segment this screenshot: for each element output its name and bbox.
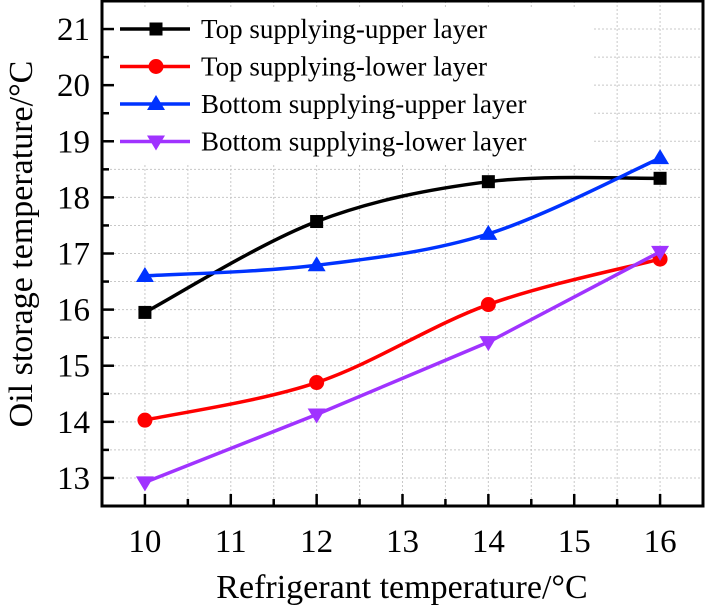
series-line bbox=[144, 257, 661, 422]
triangle-down-marker-icon bbox=[147, 135, 165, 151]
legend-box bbox=[108, 8, 592, 164]
y-tick-label: 15 bbox=[57, 349, 90, 385]
triangle-up-marker-icon bbox=[147, 95, 165, 110]
square-marker-icon bbox=[653, 171, 667, 185]
series-layer bbox=[135, 149, 670, 492]
series-bottom-supplying-upper-layer bbox=[135, 149, 670, 282]
legend-item: Bottom supplying-upper layer bbox=[120, 89, 526, 119]
series-line bbox=[144, 250, 661, 485]
legend-label: Bottom supplying-upper layer bbox=[201, 89, 526, 119]
x-tick-label: 16 bbox=[644, 524, 677, 560]
y-tick-label: 19 bbox=[57, 124, 90, 160]
y-axis-title: Oil storage temperature/°C bbox=[3, 61, 40, 428]
triangle-down-marker-icon bbox=[135, 476, 154, 492]
series-bottom-supplying-lower-layer bbox=[135, 245, 670, 492]
square-marker-icon bbox=[138, 305, 152, 319]
y-tick-label: 17 bbox=[57, 237, 90, 273]
series-top-supplying-lower-layer bbox=[137, 251, 668, 428]
legend: Top supplying-upper layer Top supplying-l… bbox=[108, 8, 592, 164]
y-tick-label: 18 bbox=[57, 180, 90, 216]
series-top-supplying-upper-layer bbox=[138, 171, 667, 319]
legend-label: Bottom supplying-lower layer bbox=[201, 127, 526, 157]
y-tick-label: 20 bbox=[57, 68, 90, 104]
square-marker-icon bbox=[481, 175, 495, 189]
triangle-up-marker-icon bbox=[479, 224, 498, 240]
square-marker-icon bbox=[310, 215, 324, 229]
axis-ticks bbox=[102, 27, 662, 506]
y-tick-label: 16 bbox=[57, 293, 90, 329]
triangle-up-marker-icon bbox=[135, 266, 154, 282]
y-tick-labels: 13 14 15 16 17 18 19 20 21 bbox=[57, 12, 90, 497]
legend-label: Top supplying-upper layer bbox=[201, 14, 487, 44]
x-tick-label: 11 bbox=[215, 524, 247, 560]
triangle-down-marker-icon bbox=[651, 245, 670, 261]
x-tick-label: 13 bbox=[386, 524, 419, 560]
series-line bbox=[144, 156, 661, 278]
circle-marker-icon bbox=[148, 59, 164, 74]
x-tick-label: 15 bbox=[558, 524, 591, 560]
circle-marker-icon bbox=[137, 412, 153, 428]
square-marker-icon bbox=[149, 22, 163, 36]
x-tick-label: 12 bbox=[300, 524, 333, 560]
triangle-down-marker-icon bbox=[479, 336, 498, 352]
triangle-down-marker-icon bbox=[307, 408, 326, 424]
y-tick-label: 21 bbox=[57, 12, 90, 48]
y-tick-label: 14 bbox=[57, 405, 90, 441]
legend-item: Top supplying-lower layer bbox=[120, 52, 487, 82]
circle-marker-icon bbox=[309, 375, 325, 391]
y-tick-label: 13 bbox=[57, 461, 90, 497]
x-axis-title: Refrigerant temperature/°C bbox=[216, 569, 587, 606]
series-line bbox=[144, 175, 661, 314]
x-tick-labels: 10 11 12 13 14 15 16 bbox=[128, 524, 676, 560]
circle-marker-icon bbox=[480, 297, 496, 313]
legend-item: Top supplying-upper layer bbox=[120, 14, 487, 44]
x-tick-label: 14 bbox=[472, 524, 505, 560]
legend-item: Bottom supplying-lower layer bbox=[120, 127, 526, 157]
triangle-up-marker-icon bbox=[651, 149, 670, 165]
x-tick-label: 10 bbox=[128, 524, 161, 560]
legend-label: Top supplying-lower layer bbox=[201, 52, 487, 82]
triangle-up-marker-icon bbox=[307, 256, 326, 272]
